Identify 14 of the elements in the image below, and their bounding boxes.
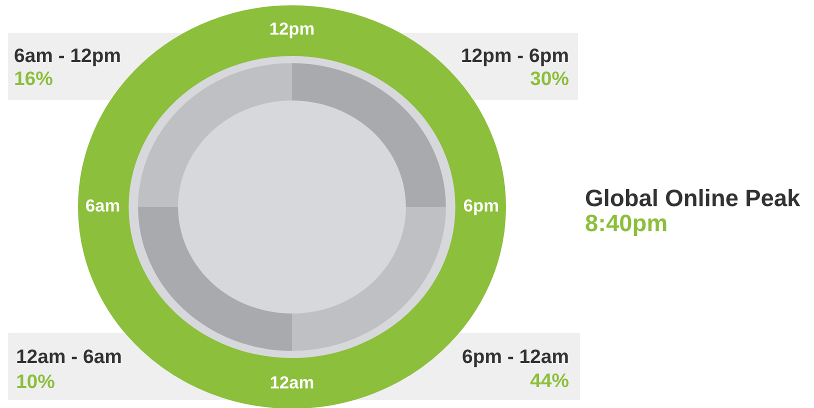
data-label: 16%: [15, 71, 52, 86]
text: 6pm: [464, 199, 498, 216]
data-label: 44%: [530, 374, 568, 388]
category-label: 12pm - 6pm: [462, 48, 568, 66]
text: 8:40pm: [586, 214, 666, 236]
text: 12pm: [270, 22, 314, 38]
text: Global Online Peak: [586, 188, 800, 206]
data-label: 10%: [17, 374, 54, 388]
category-label: 6am - 12pm: [14, 48, 120, 66]
text: 12am: [270, 376, 314, 389]
category-label: 6pm - 12am: [462, 349, 568, 368]
data-label: 30%: [530, 71, 568, 86]
text: 6am: [86, 199, 120, 212]
category-label: 12am - 6am: [17, 349, 121, 364]
